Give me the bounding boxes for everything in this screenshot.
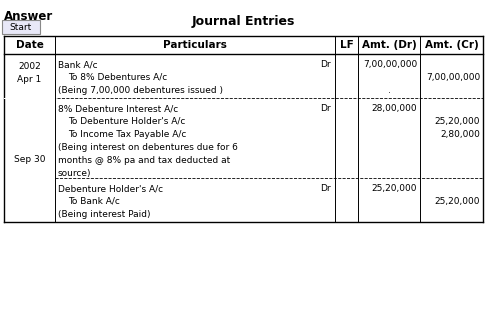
Text: 7,00,00,000: 7,00,00,000 (426, 73, 480, 82)
Text: Journal Entries: Journal Entries (192, 16, 295, 28)
Text: Particulars: Particulars (163, 40, 227, 50)
Text: 25,20,000: 25,20,000 (372, 184, 417, 193)
Text: months @ 8% pa and tax deducted at: months @ 8% pa and tax deducted at (58, 156, 230, 165)
Text: Answer: Answer (4, 10, 53, 23)
Text: Apr 1: Apr 1 (18, 75, 41, 84)
Text: To Bank A/c: To Bank A/c (68, 197, 120, 206)
Text: source): source) (58, 169, 92, 178)
Text: Amt. (Dr): Amt. (Dr) (362, 40, 416, 50)
Text: To Income Tax Payable A/c: To Income Tax Payable A/c (68, 130, 187, 139)
Text: 28,00,000: 28,00,000 (372, 104, 417, 113)
Text: To Debenture Holder's A/c: To Debenture Holder's A/c (68, 117, 186, 126)
Bar (4, 98, 55, 99)
Text: Date: Date (16, 40, 43, 50)
Text: Start: Start (10, 23, 32, 32)
Text: (Being 7,00,000 debentures issued ): (Being 7,00,000 debentures issued ) (58, 86, 223, 95)
FancyBboxPatch shape (2, 20, 40, 34)
Text: Sep 30: Sep 30 (14, 156, 45, 165)
Text: To 8% Debentures A/c: To 8% Debentures A/c (68, 73, 167, 82)
Text: 25,20,000: 25,20,000 (434, 117, 480, 126)
Text: Bank A/c: Bank A/c (58, 60, 97, 69)
Text: (Being interest Paid): (Being interest Paid) (58, 210, 150, 219)
Text: .: . (388, 86, 391, 95)
Text: (Being interest on debentures due for 6: (Being interest on debentures due for 6 (58, 143, 238, 152)
Text: 2002: 2002 (18, 62, 41, 71)
Text: Amt. (Cr): Amt. (Cr) (425, 40, 478, 50)
Text: 25,20,000: 25,20,000 (434, 197, 480, 206)
Text: Debenture Holder's A/c: Debenture Holder's A/c (58, 184, 163, 193)
Text: 7,00,00,000: 7,00,00,000 (363, 60, 417, 69)
Text: Dr: Dr (320, 104, 331, 113)
Text: 8% Debenture Interest A/c: 8% Debenture Interest A/c (58, 104, 178, 113)
Text: 2,80,000: 2,80,000 (440, 130, 480, 139)
Text: Dr: Dr (320, 60, 331, 69)
Text: Dr: Dr (320, 184, 331, 193)
Text: LF: LF (339, 40, 354, 50)
